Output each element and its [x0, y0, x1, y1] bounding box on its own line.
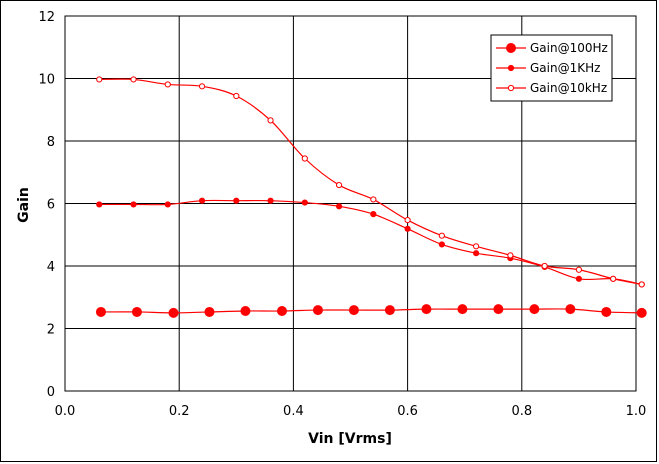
legend-marker — [507, 64, 515, 72]
data-point — [638, 281, 645, 288]
y-tick-label: 12 — [38, 10, 55, 25]
data-point — [575, 266, 583, 273]
data-point — [404, 216, 411, 224]
data-point — [312, 305, 323, 316]
data-point — [348, 305, 359, 316]
data-point — [164, 81, 171, 88]
data-point — [130, 76, 137, 83]
data-point — [438, 232, 445, 239]
data-point — [96, 76, 103, 83]
y-tick-labels: 0 2 4 6 8 10 12 — [38, 10, 55, 400]
x-tick-label: 1.0 — [626, 404, 647, 419]
data-point — [601, 306, 612, 317]
data-point — [335, 203, 343, 210]
data-point — [240, 306, 251, 316]
data-point — [370, 211, 377, 218]
data-point — [301, 199, 308, 206]
data-point — [95, 306, 106, 317]
data-point — [335, 181, 343, 189]
data-point — [164, 201, 171, 208]
y-axis-label: Gain — [16, 187, 32, 223]
x-tick-label: 0.6 — [397, 404, 418, 419]
data-point — [168, 307, 179, 318]
series-gain-1khz — [96, 197, 645, 288]
series-line — [99, 78, 642, 286]
legend-marker — [506, 43, 516, 53]
legend-label: Gain@100Hz — [530, 41, 608, 55]
legend-label: Gain@1KHz — [530, 61, 600, 75]
x-tick-label: 0.4 — [283, 404, 304, 419]
data-point — [473, 243, 480, 250]
data-point — [276, 306, 287, 316]
legend-entry: Gain@10kHz — [496, 81, 607, 95]
data-point — [493, 304, 504, 315]
y-tick-label: 4 — [47, 260, 55, 275]
data-point — [198, 83, 206, 90]
series-line — [100, 308, 642, 314]
x-tick-label: 0.8 — [511, 404, 532, 419]
legend-entry: Gain@1KHz — [496, 61, 600, 75]
data-point — [610, 275, 617, 282]
y-tick-label: 10 — [38, 73, 55, 88]
data-point — [404, 225, 411, 232]
data-point — [130, 201, 137, 208]
data-point — [267, 197, 274, 204]
data-point — [575, 275, 583, 282]
data-point — [96, 201, 103, 208]
x-tick-labels: 0.0 0.2 0.4 0.6 0.8 1.0 — [55, 404, 647, 419]
data-point — [636, 307, 647, 318]
legend-label: Gain@10kHz — [530, 81, 607, 95]
data-point — [267, 117, 274, 124]
x-tick-label: 0.0 — [55, 404, 76, 419]
x-axis-label: Vin [Vrms] — [308, 431, 392, 447]
data-point — [370, 196, 377, 203]
data-point — [529, 304, 540, 315]
legend: Gain@100Hz Gain@1KHz Gain@10kHz — [490, 34, 613, 102]
data-point — [233, 92, 240, 100]
data-point — [541, 262, 548, 270]
data-point — [301, 155, 308, 162]
data-point — [233, 197, 240, 204]
legend-marker — [507, 84, 515, 92]
data-point — [507, 252, 514, 259]
data-point — [473, 250, 480, 257]
legend-entry: Gain@100Hz — [496, 41, 608, 55]
data-point — [131, 306, 142, 317]
data-point — [438, 241, 445, 248]
data-point — [204, 306, 215, 317]
y-tick-label: 6 — [47, 198, 55, 213]
data-point — [384, 305, 395, 316]
series-gain-10khz — [96, 76, 645, 288]
series-gain-100hz — [95, 304, 647, 318]
y-tick-label: 2 — [47, 323, 55, 338]
y-tick-label: 0 — [47, 385, 55, 400]
x-tick-label: 0.2 — [169, 404, 190, 419]
y-tick-label: 8 — [47, 135, 55, 150]
data-point — [421, 304, 432, 315]
data-point — [198, 197, 206, 204]
data-point — [565, 304, 576, 315]
series — [95, 76, 647, 318]
plot-area-border — [64, 15, 637, 392]
data-point — [457, 304, 468, 315]
